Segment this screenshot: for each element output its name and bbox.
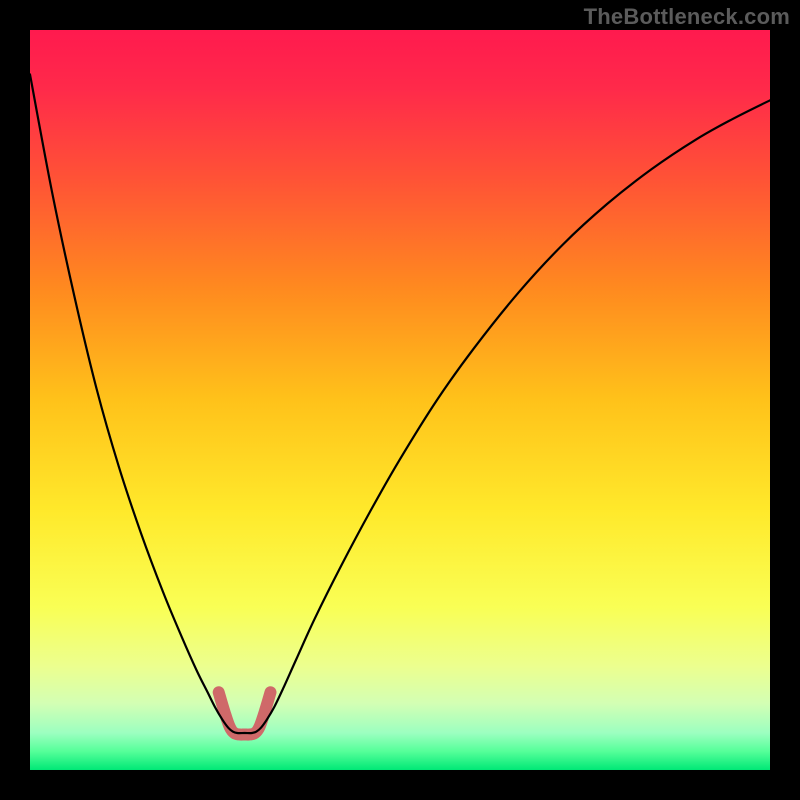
chart-container: { "canvas": { "width": 800, "height": 80… [0,0,800,800]
bottleneck-chart [0,0,800,800]
watermark-label: TheBottleneck.com [584,4,790,30]
plot-background [30,30,770,770]
